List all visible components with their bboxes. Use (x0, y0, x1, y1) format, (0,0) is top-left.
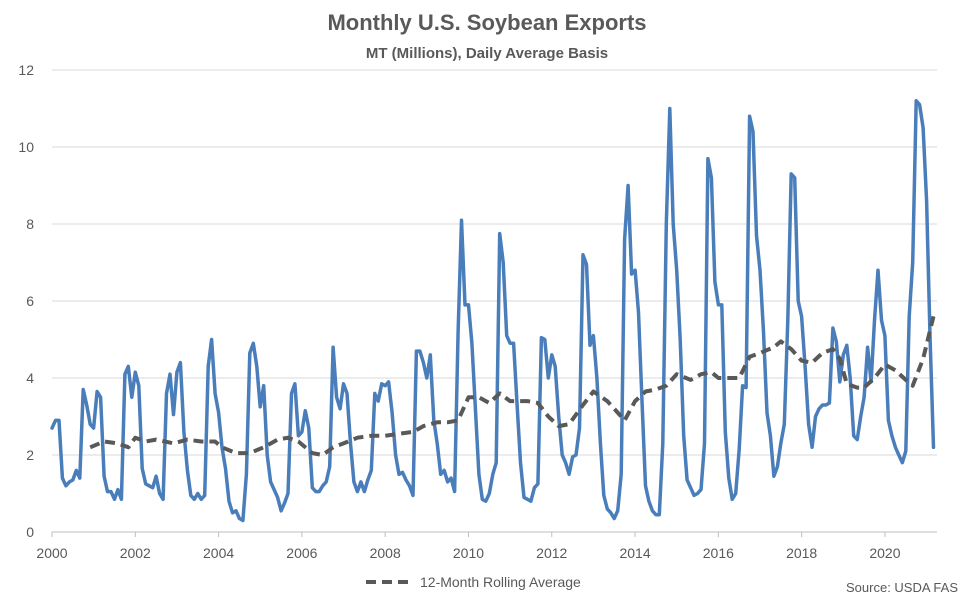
source-note: Source: USDA FAS (846, 580, 958, 595)
x-tick-label: 2016 (703, 545, 734, 561)
y-tick-label: 0 (26, 524, 34, 540)
x-tick-label: 2008 (370, 545, 401, 561)
x-axis-ticks: 2000 2002 2004 2006 2008 2010 2012 2014 2016 2018… (36, 532, 901, 561)
x-tick-label: 2020 (869, 545, 900, 561)
y-tick-label: 8 (26, 216, 34, 232)
gridlines (52, 69, 937, 533)
y-tick-label: 6 (26, 293, 34, 309)
x-tick-label: 2002 (120, 545, 151, 561)
x-tick-label: 2000 (36, 545, 67, 561)
x-tick-label: 2006 (286, 545, 317, 561)
y-tick-label: 4 (26, 370, 34, 386)
x-tick-label: 2004 (203, 545, 234, 561)
series-group (50, 99, 936, 523)
y-tick-label: 2 (26, 447, 34, 463)
series-line-rolling-average (89, 315, 936, 457)
chart-subtitle: MT (Millions), Daily Average Basis (366, 45, 608, 62)
series-line-monthly-exports (50, 99, 936, 523)
chart-title: Monthly U.S. Soybean Exports (327, 10, 646, 35)
x-tick-label: 2018 (786, 545, 817, 561)
y-tick-label: 12 (18, 62, 34, 78)
y-axis-ticks: 0 2 4 6 8 10 12 (18, 62, 34, 540)
legend: 12-Month Rolling Average (366, 574, 581, 590)
x-tick-label: 2014 (619, 545, 650, 561)
legend-label: 12-Month Rolling Average (420, 574, 581, 590)
x-tick-label: 2012 (536, 545, 567, 561)
y-tick-label: 10 (18, 139, 34, 155)
x-tick-label: 2010 (453, 545, 484, 561)
